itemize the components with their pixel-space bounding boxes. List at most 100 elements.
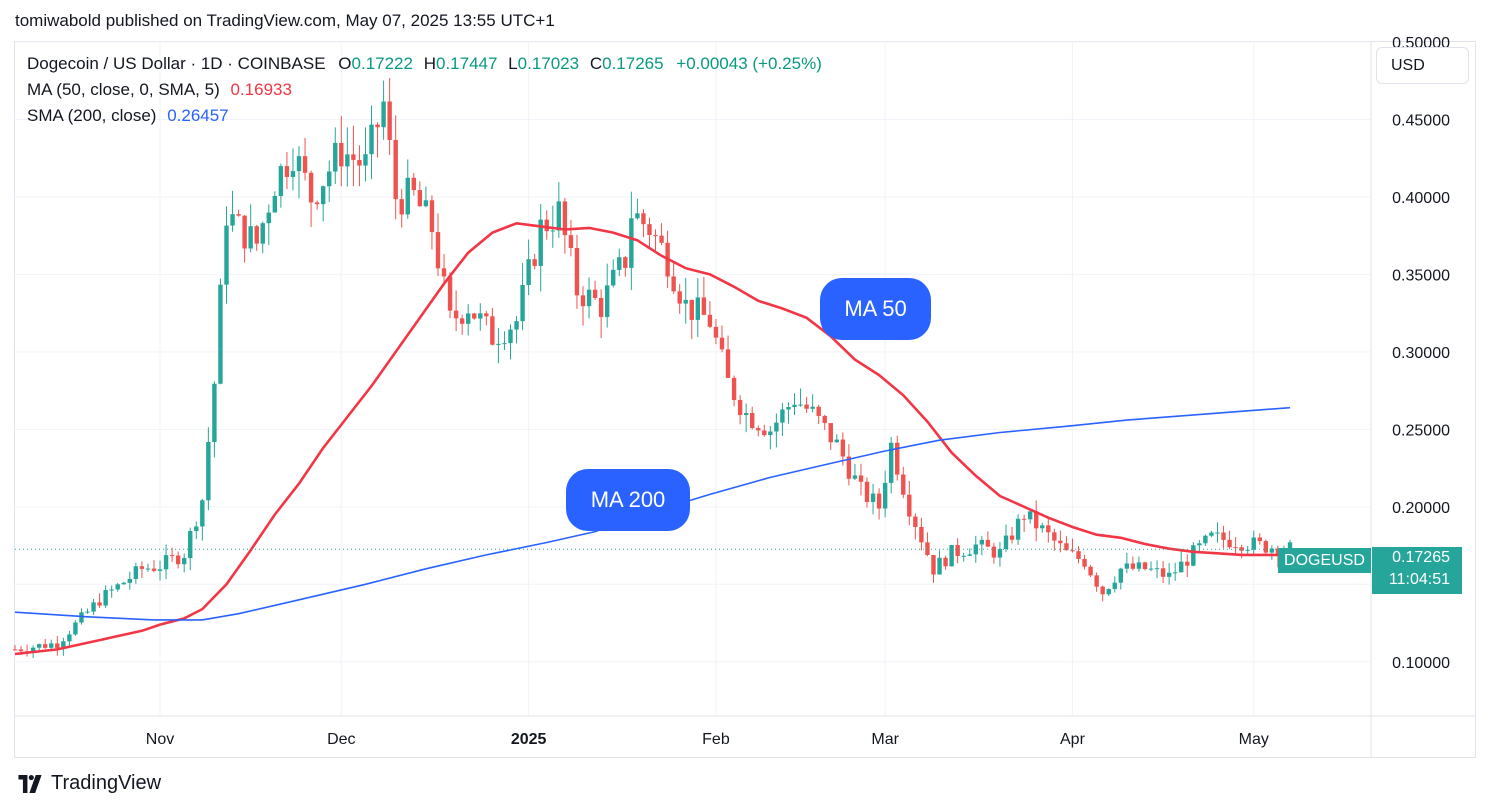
candle-body bbox=[218, 284, 223, 384]
candle-body bbox=[979, 539, 985, 545]
legend-sma200: SMA (200, close) 0.26457 bbox=[27, 106, 229, 126]
candle-body bbox=[1106, 589, 1111, 595]
candle-body bbox=[689, 299, 694, 320]
candle-body bbox=[991, 546, 997, 558]
ma50-label[interactable]: MA (50, close, 0, SMA, 5) bbox=[27, 80, 220, 99]
ma50-annotation[interactable]: MA 50 bbox=[820, 278, 931, 340]
candle-body bbox=[327, 171, 332, 187]
candle-body bbox=[1257, 537, 1262, 542]
candle-body bbox=[145, 568, 151, 570]
candle-body bbox=[30, 647, 36, 653]
candle-body bbox=[695, 297, 701, 320]
candle-body bbox=[49, 643, 54, 648]
footer-brand[interactable]: TradingView bbox=[15, 772, 161, 795]
candle-body bbox=[236, 214, 241, 216]
candle-body bbox=[163, 555, 169, 570]
candle-body bbox=[1003, 535, 1009, 550]
candle-body bbox=[876, 493, 882, 509]
candle-body bbox=[1191, 545, 1196, 566]
low-label: L bbox=[508, 54, 518, 73]
candle-body bbox=[888, 442, 894, 483]
candle-body bbox=[254, 226, 259, 244]
candle-body bbox=[641, 213, 646, 225]
candle-body bbox=[1166, 572, 1172, 577]
candle-body bbox=[423, 200, 429, 207]
sma200-label[interactable]: SMA (200, close) bbox=[27, 106, 157, 125]
candle-body bbox=[870, 493, 876, 502]
candle-body bbox=[598, 297, 604, 317]
candle-body bbox=[369, 124, 374, 155]
candle-body bbox=[1185, 561, 1190, 566]
candle-body bbox=[61, 641, 66, 649]
y-tick-label: 0.20000 bbox=[1392, 500, 1450, 517]
candle-body bbox=[913, 516, 918, 527]
candle-body bbox=[671, 276, 676, 292]
candle-body bbox=[411, 177, 417, 191]
candle-body bbox=[478, 313, 483, 319]
candle-body bbox=[1009, 535, 1015, 540]
grid bbox=[15, 41, 1370, 716]
candle-body bbox=[568, 235, 574, 249]
candle-body bbox=[635, 213, 640, 219]
candle-body bbox=[1052, 532, 1057, 541]
candle-body bbox=[508, 329, 513, 344]
candle-body bbox=[828, 423, 833, 443]
candle-body bbox=[1058, 540, 1063, 544]
candle-body bbox=[1094, 575, 1099, 587]
candle-body bbox=[109, 589, 114, 591]
y-tick-label: 0.10000 bbox=[1392, 655, 1450, 672]
candle-body bbox=[743, 413, 749, 416]
candle-body bbox=[266, 212, 271, 224]
change-value: +0.00043 (+0.25%) bbox=[676, 54, 822, 73]
candle-body bbox=[737, 399, 743, 416]
symbol-name[interactable]: Dogecoin / US Dollar · 1D · COINBASE bbox=[27, 54, 326, 73]
candle-body bbox=[514, 321, 519, 330]
candle-body bbox=[127, 578, 133, 583]
candle-body bbox=[1160, 568, 1166, 577]
sma200-value: 0.26457 bbox=[167, 106, 229, 125]
published-byline: tomiwabold published on TradingView.com,… bbox=[15, 11, 555, 30]
candle-body bbox=[538, 219, 543, 266]
candle-body bbox=[586, 289, 592, 307]
candle-body bbox=[653, 235, 658, 237]
x-tick-label: Nov bbox=[146, 731, 174, 748]
candle-body bbox=[1179, 561, 1184, 573]
candle-body bbox=[272, 195, 278, 213]
candle-body bbox=[1088, 566, 1093, 576]
candle-body bbox=[1076, 551, 1081, 559]
candle-body bbox=[762, 430, 767, 436]
candle-body bbox=[284, 166, 290, 177]
candle-body bbox=[85, 611, 90, 613]
candle-body bbox=[1136, 562, 1142, 569]
candle-body bbox=[592, 289, 598, 298]
candle-body bbox=[967, 554, 972, 556]
open-label: O bbox=[338, 54, 352, 73]
currency-selector[interactable]: USD bbox=[1376, 47, 1469, 84]
candle-body bbox=[943, 557, 948, 567]
candle-body bbox=[713, 326, 719, 338]
legend-ma50: MA (50, close, 0, SMA, 5) 0.16933 bbox=[27, 80, 292, 100]
candle-body bbox=[750, 413, 755, 429]
candle-body bbox=[115, 584, 120, 590]
candle-body bbox=[278, 166, 284, 196]
candle-body bbox=[1251, 537, 1256, 550]
candle-body bbox=[91, 602, 96, 612]
candle-body bbox=[157, 569, 163, 571]
candle-body bbox=[1034, 511, 1039, 529]
candle-body bbox=[55, 643, 60, 649]
candle-body bbox=[574, 248, 580, 296]
y-tick-label: 0.35000 bbox=[1392, 267, 1450, 284]
candle-body bbox=[290, 171, 296, 177]
ma50-line bbox=[14, 221, 1290, 656]
ma200-annotation[interactable]: MA 200 bbox=[566, 469, 690, 531]
candle-body bbox=[768, 431, 773, 436]
candle-body bbox=[756, 428, 761, 431]
candle-body bbox=[532, 259, 537, 266]
candle-body bbox=[1021, 518, 1027, 520]
candle-body bbox=[1070, 550, 1075, 552]
candle-body bbox=[393, 139, 398, 200]
close-label: C bbox=[589, 54, 603, 73]
candle-body bbox=[544, 219, 549, 232]
candle-body bbox=[496, 343, 501, 345]
